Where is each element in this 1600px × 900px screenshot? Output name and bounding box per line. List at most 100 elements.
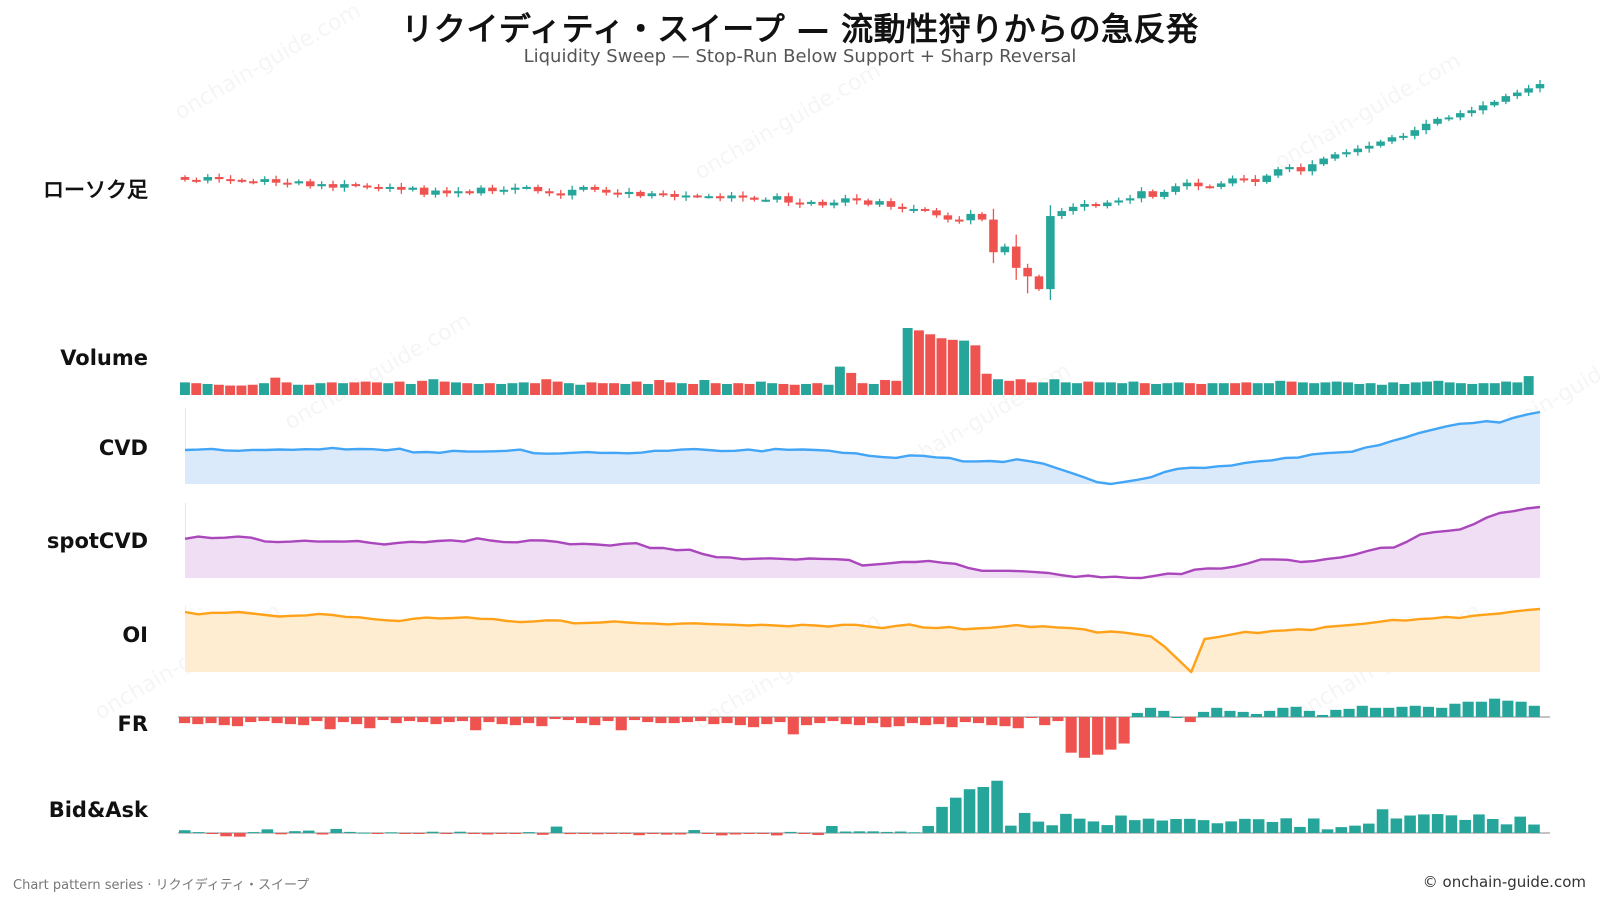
candle [1171,183,1180,195]
fr-bar [1184,717,1196,723]
bid-ask-bar [812,833,824,836]
bid-ask-bar [605,833,618,834]
fr-bar [589,717,601,726]
candle-body [1467,110,1476,114]
volume-bar [1444,382,1455,395]
candle-body [237,179,247,182]
candle-body [647,193,657,197]
fr-bar [258,717,270,722]
candle [1285,164,1294,173]
candle-body [704,196,714,199]
fr-bar [880,717,892,728]
candle [795,198,805,209]
candle-body [1046,216,1055,290]
candle-body [419,187,429,195]
candle-body [1091,203,1101,207]
bid-ask-bar [922,826,935,833]
fr-bar [708,717,720,725]
candle [886,198,896,210]
fr-bar [337,717,349,723]
fr-bar [1277,707,1289,717]
volume-bar [846,372,857,395]
candle [533,184,543,194]
candle [943,212,953,223]
candle-body [886,201,896,207]
candle [1000,243,1010,256]
candle-body [806,201,816,204]
bid-ask-bar [440,833,453,834]
volume-bar [733,383,744,395]
candle-body [283,182,292,185]
candle [1057,208,1067,219]
candle-body [1387,137,1397,142]
bid-ask-bar [647,833,659,834]
bid-ask-bar [1294,826,1306,833]
candle [1467,106,1476,117]
volume-bar [1252,383,1263,395]
fr-bar [575,717,588,724]
volume-bar [383,383,394,395]
candle-body [966,213,975,221]
candle [1114,197,1123,206]
candle [829,199,839,209]
candle-body [590,186,600,190]
candle-body [898,206,907,209]
candle [1159,189,1169,200]
candle-body [1456,113,1465,118]
fr-bar [933,717,945,725]
candle-body [1353,148,1363,153]
candle-body [1080,203,1089,207]
fr-bar [1065,717,1077,753]
fr-bar [192,717,204,725]
bid-ask-bar [564,833,577,835]
fr-bar [271,717,283,724]
bid-ask-bar [702,833,714,834]
candle [556,189,566,199]
candle-body [1103,202,1112,207]
candle-body [658,193,668,196]
candle-body [943,215,953,220]
fr-bar [946,717,958,728]
volume-bar [925,334,936,395]
candle [772,193,782,203]
fr-bar [311,717,323,722]
candle-body [1307,164,1317,172]
bid-ask-bar [1418,814,1430,833]
fr-bar [814,717,826,724]
candle-body [317,184,326,187]
watermark-text: onchain-guide.com [691,58,886,185]
candle [1535,80,1545,93]
candle-body [602,189,611,193]
candle-body [955,219,964,222]
candle-body [351,184,361,187]
volume-bar [281,382,292,395]
volume-bar [913,330,924,395]
volume-bar [473,383,484,395]
fr-bar [642,717,654,723]
candle-body [1137,191,1146,199]
fr-bar [1515,701,1527,717]
bid-ask-bar [1459,819,1471,833]
fr-bar [443,717,455,723]
volume-bar [1309,383,1320,395]
candle [1091,202,1101,208]
bid-ask-bar [509,833,521,834]
bid-ask-bar [743,833,756,834]
candle [397,182,406,194]
fr-bar [1343,708,1355,717]
candle [1137,187,1146,203]
candle-body [362,185,372,188]
candle [1410,126,1420,140]
candle-body [613,192,622,195]
candle-body [340,184,349,188]
bid-ask-bar [1073,818,1086,833]
candle [271,175,281,187]
bid-ask-bar [1046,825,1058,833]
volume-bar [1343,382,1353,395]
volume-bar [213,384,224,395]
bid-ask-bar [1376,809,1389,833]
candle [283,178,292,188]
candle [249,178,258,185]
candle-body [510,187,520,190]
fr-bar [179,717,191,724]
